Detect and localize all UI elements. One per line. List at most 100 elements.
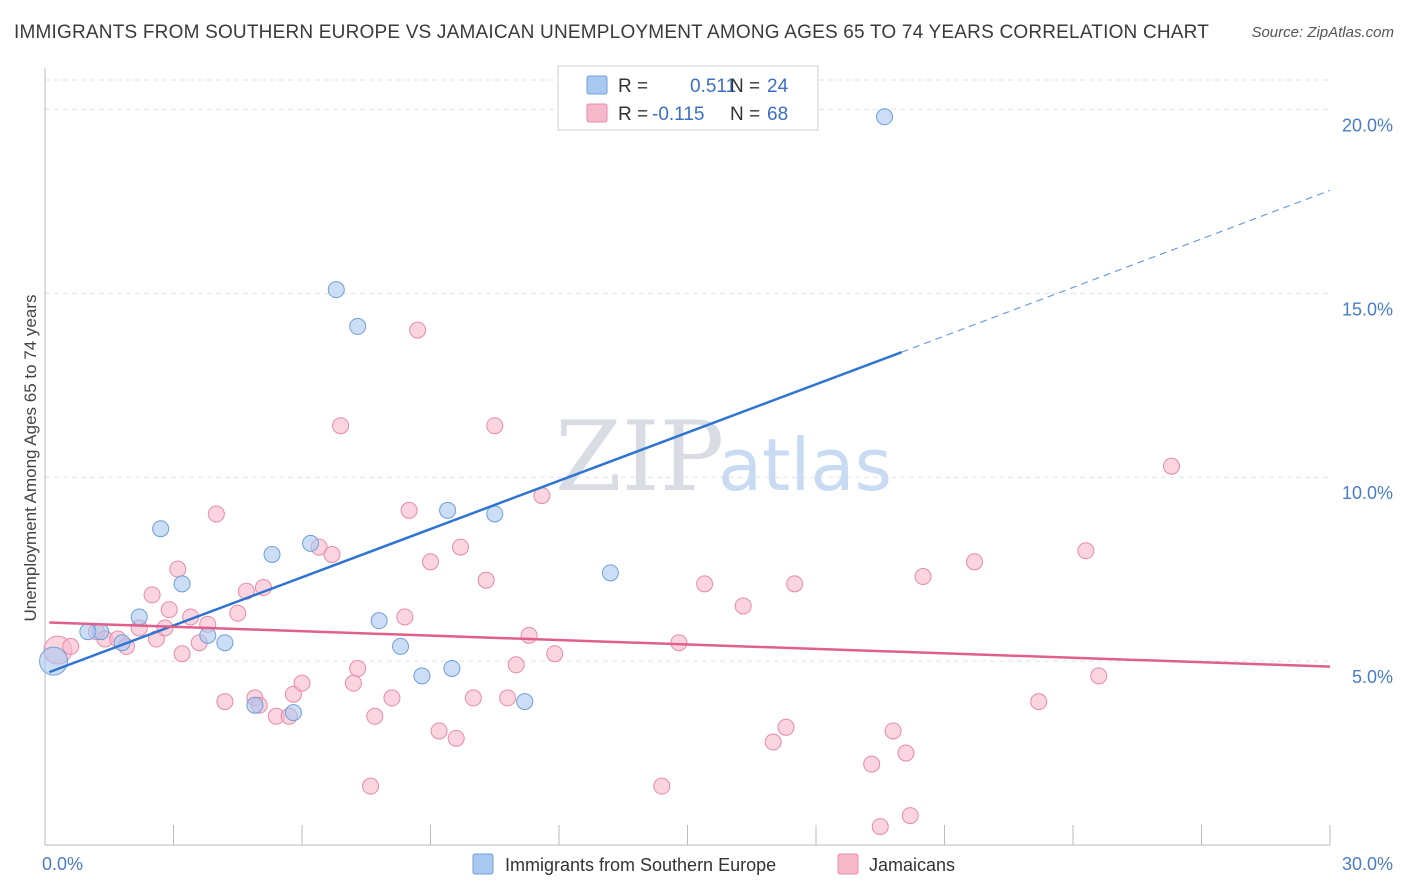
jamaicans-point [216, 693, 234, 711]
legend-swatch-pink [586, 103, 608, 123]
jamaicans-point [409, 321, 427, 339]
legend-r-value: 0.511 [690, 76, 736, 97]
southern-europe-point [516, 693, 534, 711]
legend-n-label: N = [730, 104, 760, 125]
southern-europe-point [284, 704, 302, 722]
x-tick-label: 0.0% [42, 854, 83, 874]
jamaicans-point [1077, 542, 1095, 560]
y-tick-label: 15.0% [1342, 299, 1393, 319]
jamaicans-point [507, 656, 525, 674]
jamaicans-point [396, 608, 414, 626]
jamaicans-point [863, 755, 881, 773]
chart-title: IMMIGRANTS FROM SOUTHERN EUROPE VS JAMAI… [14, 22, 1210, 43]
jamaicans-point [1090, 667, 1108, 685]
watermark-atlas: atlas [718, 423, 892, 507]
southern-europe-point [152, 520, 170, 538]
jamaicans-point [499, 689, 517, 707]
southern-europe-point [349, 317, 367, 335]
jamaicans-point [366, 707, 384, 725]
southern-europe-point [392, 637, 410, 655]
southern-europe-point [302, 534, 320, 552]
x-tick-label: 30.0% [1342, 854, 1393, 874]
jamaicans-point [1163, 457, 1181, 475]
jamaicans-point [871, 818, 889, 836]
x-axis-tick-labels: 0.0% 30.0% [42, 854, 1393, 874]
legend-n-value: 24 [767, 76, 789, 97]
jamaicans-point [884, 722, 902, 740]
jamaicans-point [901, 807, 919, 825]
legend-series-label: Jamaicans [869, 855, 955, 875]
legend-series-label: Immigrants from Southern Europe [505, 855, 776, 875]
jamaicans-point [344, 674, 362, 692]
southern-europe-point [130, 608, 148, 626]
jamaicans-point [786, 575, 804, 593]
southern-europe-point [601, 564, 619, 582]
jamaicans-point [670, 634, 688, 652]
y-axis-tick-labels: 5.0% 10.0% 15.0% 20.0% [1342, 115, 1393, 687]
southern-europe-point [876, 108, 894, 126]
jamaicans-point [1030, 693, 1048, 711]
southern-europe-point [327, 281, 345, 299]
jamaicans-point [464, 689, 482, 707]
trend-lines [48, 189, 1331, 674]
jamaicans-point [362, 777, 380, 795]
jamaicans-point [546, 645, 564, 663]
jamaicans-point [160, 601, 178, 619]
southern-europe-point [79, 623, 97, 641]
southern-europe-point [370, 612, 388, 630]
jamaicans-point [734, 597, 752, 615]
legend-swatch-blue [472, 853, 494, 875]
jamaicans-point [430, 722, 448, 740]
jamaicans-point [293, 674, 311, 692]
jamaicans-point [520, 626, 538, 644]
southern-europe-point [263, 545, 281, 563]
jamaicans-point [143, 586, 161, 604]
jamaicans-point [477, 571, 495, 589]
y-tick-label: 10.0% [1342, 483, 1393, 503]
legend-n-value: 68 [767, 104, 788, 125]
jamaicans-points [43, 321, 1181, 836]
jamaicans-point [764, 733, 782, 751]
series-legend: Immigrants from Southern Europe Jamaican… [472, 853, 955, 875]
jamaicans-point [914, 568, 932, 586]
legend-swatch-pink [837, 853, 859, 875]
correlation-legend: R = 0.511 N = 24 R = -0.115 N = 68 [557, 65, 819, 131]
jamaicans-point [62, 637, 80, 655]
y-axis-label: Unemployment Among Ages 65 to 74 years [21, 295, 40, 622]
jamaicans-point [653, 777, 671, 795]
legend-r-value: -0.115 [652, 104, 704, 125]
jamaicans-point [486, 417, 504, 435]
southern-europe-points [39, 108, 894, 722]
southern-europe-point [486, 505, 504, 523]
grid-lines [45, 79, 1330, 662]
jamaicans-point [777, 718, 795, 736]
jamaicans-trend-line [49, 621, 1331, 668]
jamaicans-point [451, 538, 469, 556]
jamaicans-point [897, 744, 915, 762]
southern-europe-point [443, 659, 461, 677]
southern-europe-point [216, 634, 234, 652]
axes [44, 68, 1331, 846]
southern-europe-point [413, 667, 431, 685]
southern-europe-trend-line [48, 350, 903, 674]
southern-europe-point [439, 501, 457, 519]
jamaicans-point [323, 545, 341, 563]
jamaicans-point [207, 505, 225, 523]
southern-europe-point [199, 626, 217, 644]
legend-r-label: R = [618, 76, 648, 97]
southern-europe-trend-extension [901, 189, 1331, 353]
legend-swatch-blue [586, 75, 608, 95]
watermark: ZIP atlas [555, 401, 892, 513]
jamaicans-point [349, 659, 367, 677]
southern-europe-point [173, 575, 191, 593]
source-label: Source: ZipAtlas.com [1251, 24, 1394, 41]
jamaicans-point [383, 689, 401, 707]
jamaicans-point [332, 417, 350, 435]
legend-n-label: N = [730, 76, 760, 97]
jamaicans-point [447, 729, 465, 747]
jamaicans-point [422, 553, 439, 571]
jamaicans-point [965, 553, 983, 571]
y-tick-label: 5.0% [1352, 667, 1393, 687]
jamaicans-point [169, 560, 187, 578]
southern-europe-point [246, 696, 264, 714]
